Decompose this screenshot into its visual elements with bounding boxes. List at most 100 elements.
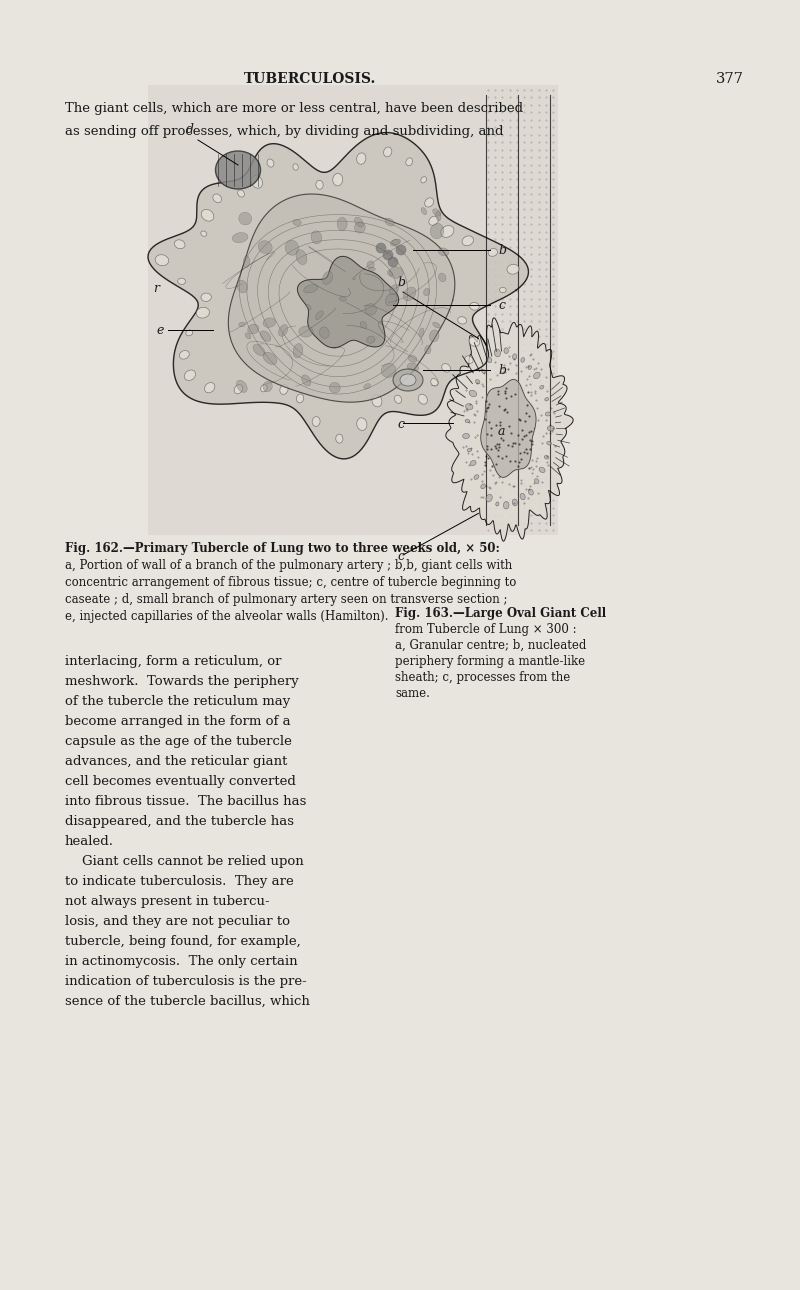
- Ellipse shape: [304, 285, 318, 293]
- Ellipse shape: [253, 344, 265, 356]
- Ellipse shape: [430, 378, 438, 386]
- Text: as sending off processes, which, by dividing and subdividing, and: as sending off processes, which, by divi…: [65, 125, 503, 138]
- Ellipse shape: [205, 383, 215, 392]
- Ellipse shape: [528, 489, 534, 495]
- Text: a, Granular centre; b, nucleated: a, Granular centre; b, nucleated: [395, 639, 586, 651]
- Ellipse shape: [409, 355, 417, 362]
- Ellipse shape: [278, 325, 288, 337]
- Ellipse shape: [486, 494, 492, 502]
- Ellipse shape: [421, 177, 426, 183]
- Ellipse shape: [419, 328, 424, 337]
- Ellipse shape: [336, 435, 343, 444]
- Ellipse shape: [544, 455, 549, 459]
- Ellipse shape: [386, 293, 397, 306]
- Ellipse shape: [394, 395, 402, 404]
- Ellipse shape: [315, 311, 323, 320]
- Ellipse shape: [469, 337, 480, 346]
- Ellipse shape: [261, 384, 267, 392]
- Ellipse shape: [513, 353, 517, 360]
- Ellipse shape: [467, 449, 472, 451]
- Text: concentric arrangement of fibrous tissue; c, centre of tubercle beginning to: concentric arrangement of fibrous tissue…: [65, 577, 516, 590]
- Ellipse shape: [357, 418, 367, 431]
- Ellipse shape: [385, 218, 394, 226]
- Ellipse shape: [474, 475, 479, 480]
- Ellipse shape: [470, 461, 476, 466]
- Ellipse shape: [430, 223, 444, 239]
- Text: from Tubercle of Lung × 300 :: from Tubercle of Lung × 300 :: [395, 623, 577, 636]
- Ellipse shape: [528, 365, 531, 369]
- Circle shape: [376, 243, 386, 253]
- Ellipse shape: [178, 279, 186, 285]
- Ellipse shape: [354, 222, 366, 233]
- Text: d: d: [186, 123, 194, 135]
- Ellipse shape: [372, 395, 382, 406]
- Text: c: c: [397, 418, 404, 431]
- Ellipse shape: [465, 419, 470, 423]
- Ellipse shape: [423, 289, 430, 295]
- Ellipse shape: [418, 395, 427, 404]
- Text: 377: 377: [716, 72, 744, 86]
- Ellipse shape: [425, 346, 431, 353]
- Ellipse shape: [458, 317, 466, 324]
- Text: healed.: healed.: [65, 835, 114, 848]
- Ellipse shape: [430, 330, 439, 342]
- Text: The giant cells, which are more or less central, have been described: The giant cells, which are more or less …: [65, 102, 523, 115]
- Text: e, injected capillaries of the alveolar walls (Hamilton).: e, injected capillaries of the alveolar …: [65, 610, 389, 623]
- Circle shape: [396, 245, 406, 255]
- Ellipse shape: [312, 417, 320, 427]
- Ellipse shape: [258, 241, 272, 253]
- Text: interlacing, form a reticulum, or: interlacing, form a reticulum, or: [65, 655, 282, 668]
- Ellipse shape: [174, 240, 185, 249]
- Ellipse shape: [390, 240, 399, 246]
- Text: a: a: [498, 424, 506, 439]
- Ellipse shape: [263, 382, 272, 392]
- Ellipse shape: [237, 381, 247, 392]
- Ellipse shape: [438, 248, 449, 255]
- Ellipse shape: [442, 364, 450, 372]
- Ellipse shape: [367, 261, 374, 268]
- Ellipse shape: [521, 357, 525, 362]
- Text: capsule as the age of the tubercle: capsule as the age of the tubercle: [65, 735, 292, 748]
- Ellipse shape: [365, 303, 377, 315]
- Ellipse shape: [267, 159, 274, 168]
- Text: in actinomycosis.  The only certain: in actinomycosis. The only certain: [65, 955, 298, 968]
- Ellipse shape: [534, 372, 540, 379]
- Ellipse shape: [512, 499, 518, 506]
- Text: tubercle, being found, for example,: tubercle, being found, for example,: [65, 935, 301, 948]
- Ellipse shape: [293, 343, 303, 357]
- Ellipse shape: [246, 333, 251, 339]
- Text: Giant cells cannot be relied upon: Giant cells cannot be relied upon: [65, 855, 304, 868]
- Ellipse shape: [311, 231, 322, 244]
- Polygon shape: [148, 133, 529, 459]
- Text: indication of tuberculosis is the pre-: indication of tuberculosis is the pre-: [65, 975, 306, 988]
- Text: meshwork.  Towards the periphery: meshwork. Towards the periphery: [65, 675, 298, 688]
- Text: same.: same.: [395, 688, 430, 700]
- Ellipse shape: [547, 426, 554, 431]
- Text: sheath; c, processes from the: sheath; c, processes from the: [395, 671, 570, 684]
- Ellipse shape: [238, 190, 245, 197]
- Ellipse shape: [306, 304, 311, 310]
- Ellipse shape: [504, 348, 508, 353]
- Polygon shape: [298, 257, 398, 348]
- Ellipse shape: [496, 502, 499, 506]
- Ellipse shape: [441, 226, 454, 237]
- Ellipse shape: [466, 404, 473, 409]
- Ellipse shape: [201, 293, 211, 302]
- Ellipse shape: [215, 151, 261, 190]
- Text: b: b: [397, 276, 405, 289]
- Text: advances, and the reticular giant: advances, and the reticular giant: [65, 755, 287, 768]
- Ellipse shape: [213, 194, 222, 203]
- Ellipse shape: [364, 383, 370, 390]
- Ellipse shape: [251, 175, 262, 188]
- Ellipse shape: [263, 317, 275, 328]
- Ellipse shape: [238, 322, 246, 326]
- Ellipse shape: [436, 212, 441, 221]
- Ellipse shape: [389, 267, 403, 279]
- Ellipse shape: [469, 391, 477, 397]
- Ellipse shape: [186, 330, 193, 335]
- Ellipse shape: [302, 375, 311, 386]
- Ellipse shape: [285, 240, 298, 255]
- Polygon shape: [228, 194, 455, 402]
- Ellipse shape: [545, 397, 549, 401]
- Text: TUBERCULOSIS.: TUBERCULOSIS.: [244, 72, 376, 86]
